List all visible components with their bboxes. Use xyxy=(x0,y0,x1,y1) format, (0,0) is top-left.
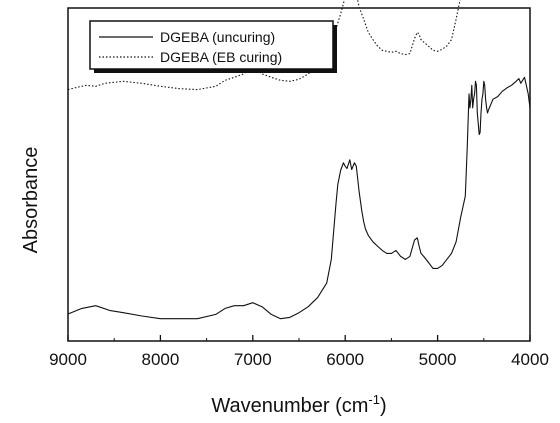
legend: DGEBA (uncuring) DGEBA (EB curing) xyxy=(89,20,337,73)
legend-label-eb-curing: DGEBA (EB curing) xyxy=(160,49,282,65)
x-axis-ticks xyxy=(67,335,531,341)
series-layer xyxy=(67,0,531,320)
x-tick-label-7000: 7000 xyxy=(234,350,272,369)
x-tick-label-8000: 8000 xyxy=(141,350,179,369)
x-tick-label-9000: 9000 xyxy=(49,350,87,369)
x-tick-label-6000: 6000 xyxy=(326,350,364,369)
x-tick-label-4000: 4000 xyxy=(511,350,549,369)
legend-label-uncuring: DGEBA (uncuring) xyxy=(160,29,275,45)
legend-box xyxy=(89,20,334,70)
x-axis-title: Wavenumber (cm-1) xyxy=(211,392,386,417)
series-line-uncuring xyxy=(67,76,531,320)
x-axis-tick-labels: 9000 8000 7000 6000 5000 4000 xyxy=(49,350,549,369)
x-tick-label-5000: 5000 xyxy=(419,350,457,369)
y-axis-title: Absorbance xyxy=(20,147,42,254)
